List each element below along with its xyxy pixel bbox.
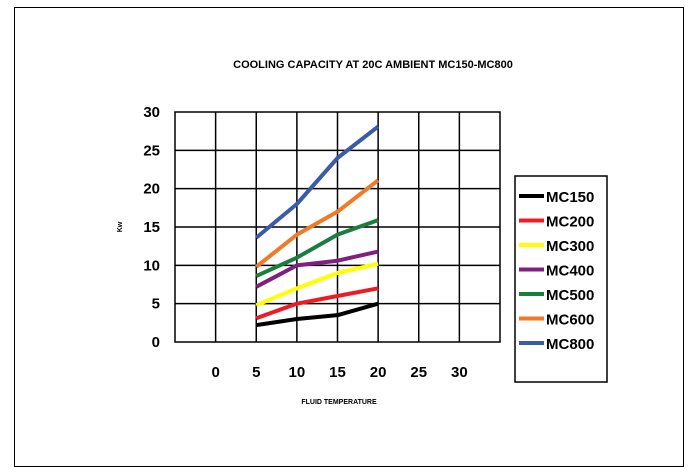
series-line-mc300 <box>255 261 379 308</box>
series-line-mc400 <box>255 249 379 289</box>
legend-label: MC150 <box>546 189 594 206</box>
x-tick-label: 5 <box>252 364 260 381</box>
x-tick-label: 10 <box>289 364 306 381</box>
legend-label: MC800 <box>546 336 594 353</box>
y-tick-label: 10 <box>143 257 160 274</box>
x-tick-label: 15 <box>329 364 346 381</box>
series-line-mc600 <box>255 178 380 269</box>
legend-label: MC400 <box>546 263 594 280</box>
y-tick-label: 0 <box>152 334 160 351</box>
legend-label: MC200 <box>546 214 594 231</box>
x-axis-ticks: 0 5 10 15 20 25 30 <box>211 364 467 381</box>
x-tick-label: 0 <box>211 364 219 381</box>
series-line-mc200 <box>255 286 379 321</box>
y-tick-label: 5 <box>152 296 160 313</box>
y-tick-label: 15 <box>143 219 160 236</box>
y-tick-label: 20 <box>143 181 160 198</box>
series-line-mc150 <box>255 301 379 328</box>
x-axis-label: FLUID TEMPERATURE <box>301 399 377 406</box>
x-tick-label: 30 <box>451 364 468 381</box>
plot-grid <box>174 111 501 343</box>
series-line-mc500 <box>255 218 379 278</box>
y-tick-label: 30 <box>143 104 160 121</box>
line-chart: COOLING CAPACITY AT 20C AMBIENT MC150-MC… <box>117 59 608 406</box>
legend-label: MC300 <box>546 238 594 255</box>
legend-label: MC500 <box>546 287 594 304</box>
chart-title: COOLING CAPACITY AT 20C AMBIENT MC150-MC… <box>233 59 513 71</box>
legend: MC150 MC200 MC300 MC400 MC500 MC600 MC800 <box>514 175 608 383</box>
x-tick-label: 20 <box>370 364 387 381</box>
legend-label: MC600 <box>546 312 594 329</box>
x-tick-label: 25 <box>410 364 427 381</box>
series-lines <box>254 124 380 328</box>
y-tick-label: 25 <box>143 142 160 159</box>
y-axis-ticks: 0 5 10 15 20 25 30 <box>143 104 160 351</box>
y-axis-label: Kw <box>117 221 124 232</box>
legend-box <box>514 175 608 383</box>
series-line-mc800 <box>254 124 380 240</box>
